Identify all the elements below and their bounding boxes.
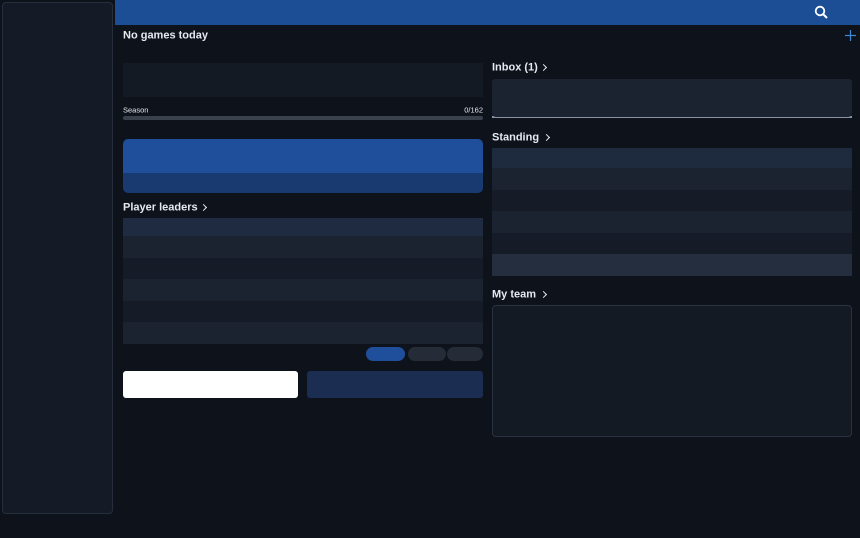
add-icon[interactable] <box>845 30 856 41</box>
table-row <box>492 168 852 190</box>
schedule-strip <box>123 63 483 97</box>
table-row <box>492 254 852 276</box>
tab[interactable] <box>408 347 446 361</box>
table-row <box>123 322 483 344</box>
table-row <box>123 236 483 258</box>
card[interactable] <box>123 371 298 398</box>
inbox-bottom <box>492 116 852 118</box>
section-title: Player leaders <box>123 201 198 214</box>
table-header-row <box>492 148 852 168</box>
table-row <box>123 300 483 322</box>
sidebar <box>2 2 113 514</box>
section-title: Standing <box>492 131 540 144</box>
section-title: Inbox (1) <box>492 61 538 74</box>
chevron <box>539 290 548 299</box>
tab[interactable] <box>447 347 483 361</box>
tab[interactable] <box>366 347 405 361</box>
section-title: No games today <box>123 29 208 42</box>
chevron <box>539 63 548 72</box>
inbox-panel <box>492 79 852 117</box>
season-progress: 0/162 <box>464 105 483 115</box>
table-row <box>123 257 483 279</box>
table-row <box>123 279 483 301</box>
chevron <box>199 203 208 212</box>
sim-phase-bar <box>123 173 483 193</box>
season-bar <box>123 116 483 120</box>
section-title: My team <box>492 288 537 301</box>
table-row <box>492 189 852 211</box>
season-label: Season <box>123 105 149 115</box>
header-bar <box>115 0 860 25</box>
card[interactable] <box>307 371 483 398</box>
chevron <box>542 133 551 142</box>
my-team-panel <box>492 305 852 437</box>
table-row <box>492 232 852 254</box>
table-header-row <box>123 218 483 236</box>
table-row <box>492 211 852 233</box>
search-icon[interactable] <box>814 5 828 19</box>
sim-button[interactable] <box>123 139 483 173</box>
